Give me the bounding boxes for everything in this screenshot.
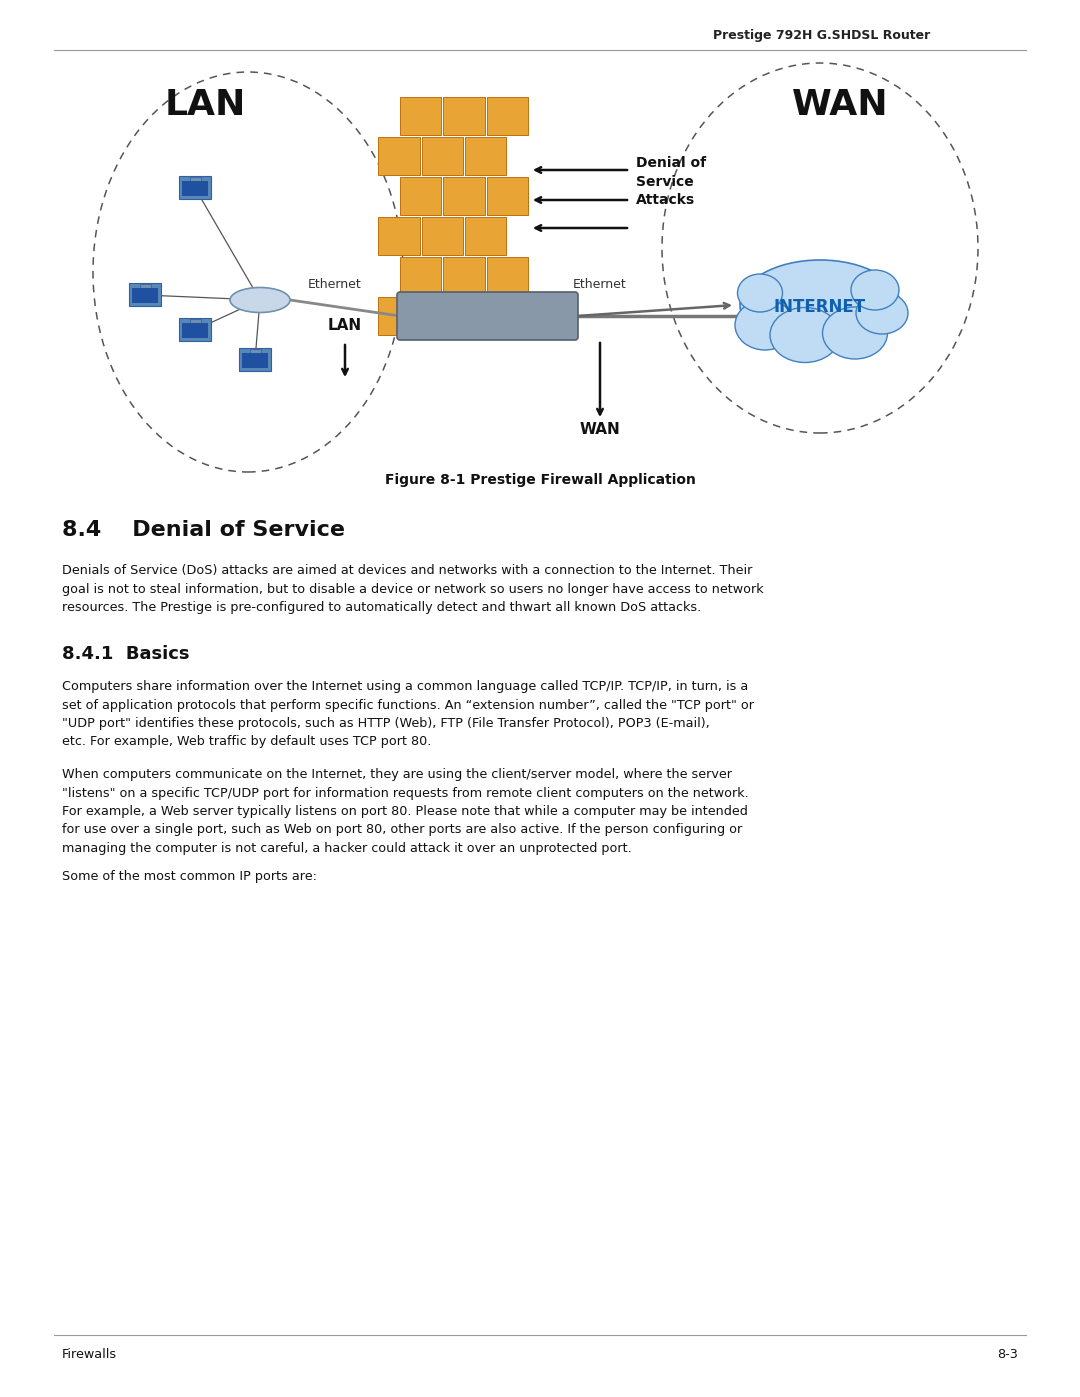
- Ellipse shape: [740, 260, 900, 351]
- Ellipse shape: [856, 292, 908, 334]
- Bar: [465, 137, 507, 175]
- Text: Ethernet: Ethernet: [308, 278, 362, 292]
- Text: LAN: LAN: [164, 88, 245, 122]
- Bar: [421, 217, 463, 256]
- Bar: [378, 137, 420, 175]
- Bar: [400, 96, 442, 136]
- Ellipse shape: [851, 270, 899, 310]
- Text: Denial of: Denial of: [636, 156, 706, 170]
- Bar: [487, 96, 528, 136]
- Bar: [487, 177, 528, 215]
- Bar: [443, 96, 485, 136]
- Text: Computers share information over the Internet using a common language called TCP: Computers share information over the Int…: [62, 680, 754, 749]
- Bar: [421, 137, 463, 175]
- Ellipse shape: [738, 274, 783, 312]
- Ellipse shape: [823, 307, 888, 359]
- Text: Firewalls: Firewalls: [62, 1348, 117, 1362]
- Bar: [242, 353, 268, 367]
- Text: Service: Service: [636, 175, 693, 189]
- Bar: [400, 177, 442, 215]
- Bar: [183, 182, 208, 196]
- Bar: [129, 284, 161, 306]
- Text: Prestige: Prestige: [438, 306, 537, 326]
- Bar: [421, 298, 463, 335]
- Ellipse shape: [770, 307, 840, 362]
- Bar: [443, 257, 485, 295]
- Bar: [378, 298, 420, 335]
- Text: Prestige 792H G.SHDSL Router: Prestige 792H G.SHDSL Router: [713, 29, 930, 42]
- Text: Figure 8-1 Prestige Firewall Application: Figure 8-1 Prestige Firewall Application: [384, 474, 696, 488]
- Bar: [136, 288, 154, 291]
- Bar: [465, 217, 507, 256]
- Text: Denials of Service (DoS) attacks are aimed at devices and networks with a connec: Denials of Service (DoS) attacks are aim…: [62, 564, 764, 615]
- Bar: [378, 217, 420, 256]
- Text: 8.4    Denial of Service: 8.4 Denial of Service: [62, 520, 345, 541]
- Ellipse shape: [735, 300, 795, 351]
- Bar: [239, 348, 271, 372]
- Bar: [443, 177, 485, 215]
- Text: WAN: WAN: [580, 422, 620, 437]
- Bar: [465, 298, 507, 335]
- Ellipse shape: [230, 288, 291, 313]
- Text: 8.4.1  Basics: 8.4.1 Basics: [62, 645, 189, 664]
- Bar: [183, 323, 208, 338]
- Bar: [190, 319, 201, 323]
- Text: INTERNET: INTERNET: [774, 298, 866, 316]
- Bar: [487, 257, 528, 295]
- Bar: [190, 177, 201, 182]
- Bar: [140, 284, 151, 288]
- Bar: [179, 319, 211, 341]
- Bar: [249, 349, 261, 353]
- Text: Ethernet: Ethernet: [573, 278, 626, 292]
- Bar: [246, 353, 264, 355]
- Text: 8-3: 8-3: [997, 1348, 1018, 1362]
- FancyBboxPatch shape: [397, 292, 578, 339]
- Bar: [132, 288, 158, 303]
- Text: LAN: LAN: [328, 317, 362, 332]
- Text: Some of the most common IP ports are:: Some of the most common IP ports are:: [62, 870, 318, 883]
- Text: When computers communicate on the Internet, they are using the client/server mod: When computers communicate on the Intern…: [62, 768, 748, 855]
- Bar: [400, 257, 442, 295]
- Text: WAN: WAN: [792, 88, 889, 122]
- Bar: [186, 323, 204, 326]
- Bar: [179, 176, 211, 198]
- Bar: [186, 182, 204, 183]
- Text: Attacks: Attacks: [636, 193, 696, 207]
